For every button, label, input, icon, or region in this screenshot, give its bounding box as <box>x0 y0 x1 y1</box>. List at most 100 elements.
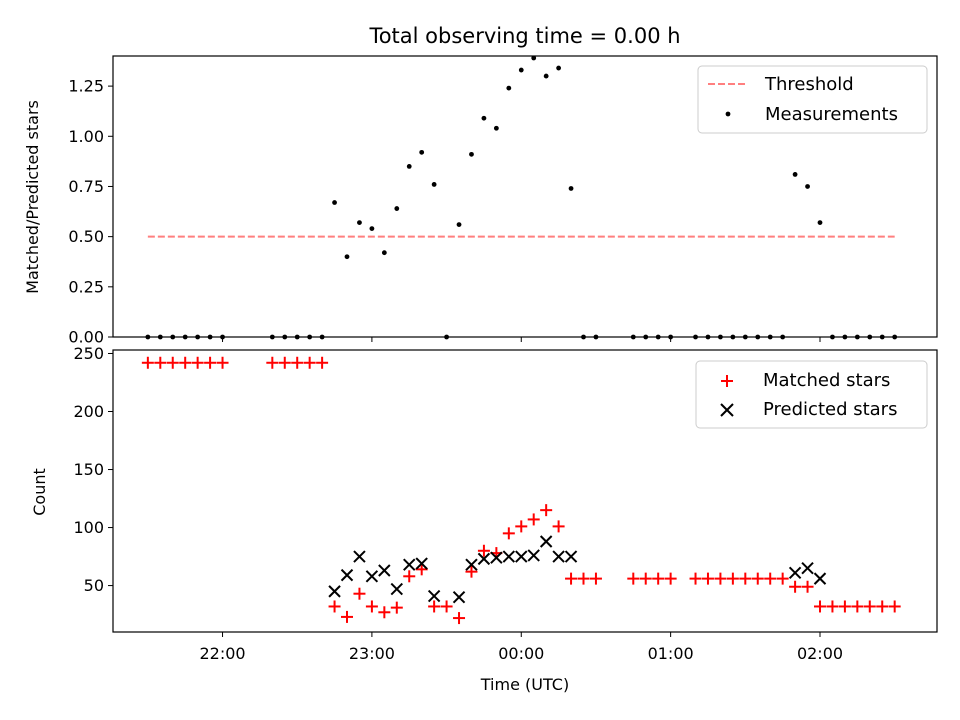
measurement-point <box>269 334 275 340</box>
legend-threshold-label: Threshold <box>764 74 854 95</box>
predicted-star-stroke-b <box>365 570 379 583</box>
top-y-tick-label: 0.50 <box>68 227 104 246</box>
predicted-star-stroke-b <box>390 582 404 596</box>
matched-star-point <box>465 565 478 578</box>
measurement-point <box>643 334 649 340</box>
legend-predicted-label: Predicted stars <box>763 399 897 420</box>
matched-star-point <box>739 572 752 585</box>
predicted-star-point <box>340 568 354 582</box>
matched-star-point <box>141 356 154 369</box>
top-plot-frame <box>112 55 938 338</box>
bottom-y-axis-title: Count <box>30 468 49 516</box>
measurement-point <box>892 334 898 340</box>
measurement-point <box>718 334 723 340</box>
top-y-tick-label: 0.00 <box>68 328 104 347</box>
matched-star-point <box>689 572 702 585</box>
measurement-point <box>170 334 176 340</box>
top-series <box>145 55 898 340</box>
predicted-star-stroke-b <box>427 589 441 603</box>
measurement-point <box>742 334 748 340</box>
predicted-star-stroke-b <box>415 557 428 570</box>
matched-star-point <box>378 606 391 619</box>
measurement-point <box>357 220 362 225</box>
measurement-point <box>805 184 810 189</box>
measurement-point <box>344 254 350 260</box>
matched-star-point <box>341 610 354 623</box>
bottom-y-tick-label: 250 <box>73 344 104 363</box>
predicted-star-stroke-b <box>403 558 416 571</box>
matched-star-point <box>851 600 864 613</box>
predicted-star-point <box>490 551 503 564</box>
measurement-point <box>332 200 337 205</box>
matched-star-point <box>801 580 814 593</box>
matched-star-point <box>876 600 889 613</box>
matched-star-point <box>440 600 453 613</box>
matched-star-point <box>291 356 304 369</box>
matched-star-point <box>751 572 764 585</box>
measurement-point <box>182 334 188 340</box>
measurement-point <box>207 334 213 340</box>
matched-star-point <box>764 572 777 585</box>
measurement-point <box>307 334 313 340</box>
top-y-tick-label: 0.75 <box>68 177 104 196</box>
measurement-point <box>431 182 437 187</box>
matched-star-point <box>328 600 341 613</box>
matched-star-point <box>627 572 640 585</box>
measurement-point <box>369 226 375 232</box>
legend-matched-swatch <box>721 375 733 387</box>
predicted-star-point <box>527 549 540 562</box>
matched-star-point <box>353 587 366 600</box>
bottom-x-ticks: 22:00 23:00 00:00 01:00 02:00 <box>199 632 843 663</box>
predicted-star-stroke-b <box>340 568 354 582</box>
predicted-star-point <box>365 570 379 583</box>
bottom-plot-frame <box>112 349 938 633</box>
measurement-point <box>556 65 562 71</box>
predicted-star-point <box>452 590 466 604</box>
measurement-point <box>469 151 474 157</box>
bottom-legend: Matched stars Predicted stars <box>695 360 928 429</box>
matched-star-point <box>589 572 602 585</box>
predicted-star-point <box>403 558 416 571</box>
matched-star-point <box>154 356 167 369</box>
predicted-star-stroke-b <box>465 558 478 571</box>
predicted-star-stroke-b <box>813 572 827 585</box>
measurement-point <box>705 334 711 340</box>
matched-star-point <box>191 356 204 369</box>
measurement-point <box>630 334 636 340</box>
matched-star-point <box>415 563 428 576</box>
predicted-star-stroke-b <box>552 550 565 563</box>
matched-star-point <box>502 527 515 540</box>
predicted-star-stroke-b <box>477 552 491 566</box>
measurement-point <box>444 334 449 340</box>
bottom-y-tick-label: 50 <box>84 576 104 595</box>
top-plot: 0.00 0.25 0.50 0.75 1.00 1.25 Matched/Predict… <box>23 55 938 347</box>
x-tick-label: 00:00 <box>498 644 544 663</box>
x-tick-label: 22:00 <box>199 644 245 663</box>
predicted-star-point <box>328 585 341 598</box>
matched-star-point <box>639 572 652 585</box>
predicted-star-point <box>539 535 553 548</box>
matched-star-point <box>303 356 316 369</box>
top-y-axis-title: Matched/Predicted stars <box>23 100 42 294</box>
matched-star-point <box>428 600 441 613</box>
predicted-star-point <box>502 550 516 563</box>
measurement-point <box>655 334 661 340</box>
bottom-legend-box <box>695 360 928 429</box>
predicted-star-point <box>564 550 578 563</box>
measurement-point <box>406 163 412 169</box>
measurement-point <box>381 250 387 256</box>
matched-star-point <box>515 520 528 533</box>
measurement-point <box>220 334 225 340</box>
measurement-point <box>755 334 761 340</box>
measurement-point <box>294 334 300 340</box>
measurement-point <box>854 334 860 340</box>
matched-star-point <box>365 600 378 613</box>
matched-star-point <box>403 570 416 583</box>
predicted-star-stroke-b <box>378 564 391 577</box>
measurement-point <box>481 115 487 121</box>
measurement-point <box>531 55 537 61</box>
matched-star-point <box>527 513 540 526</box>
matched-star-point <box>826 600 839 613</box>
matched-star-point <box>789 580 802 593</box>
matched-star-point <box>216 356 229 369</box>
